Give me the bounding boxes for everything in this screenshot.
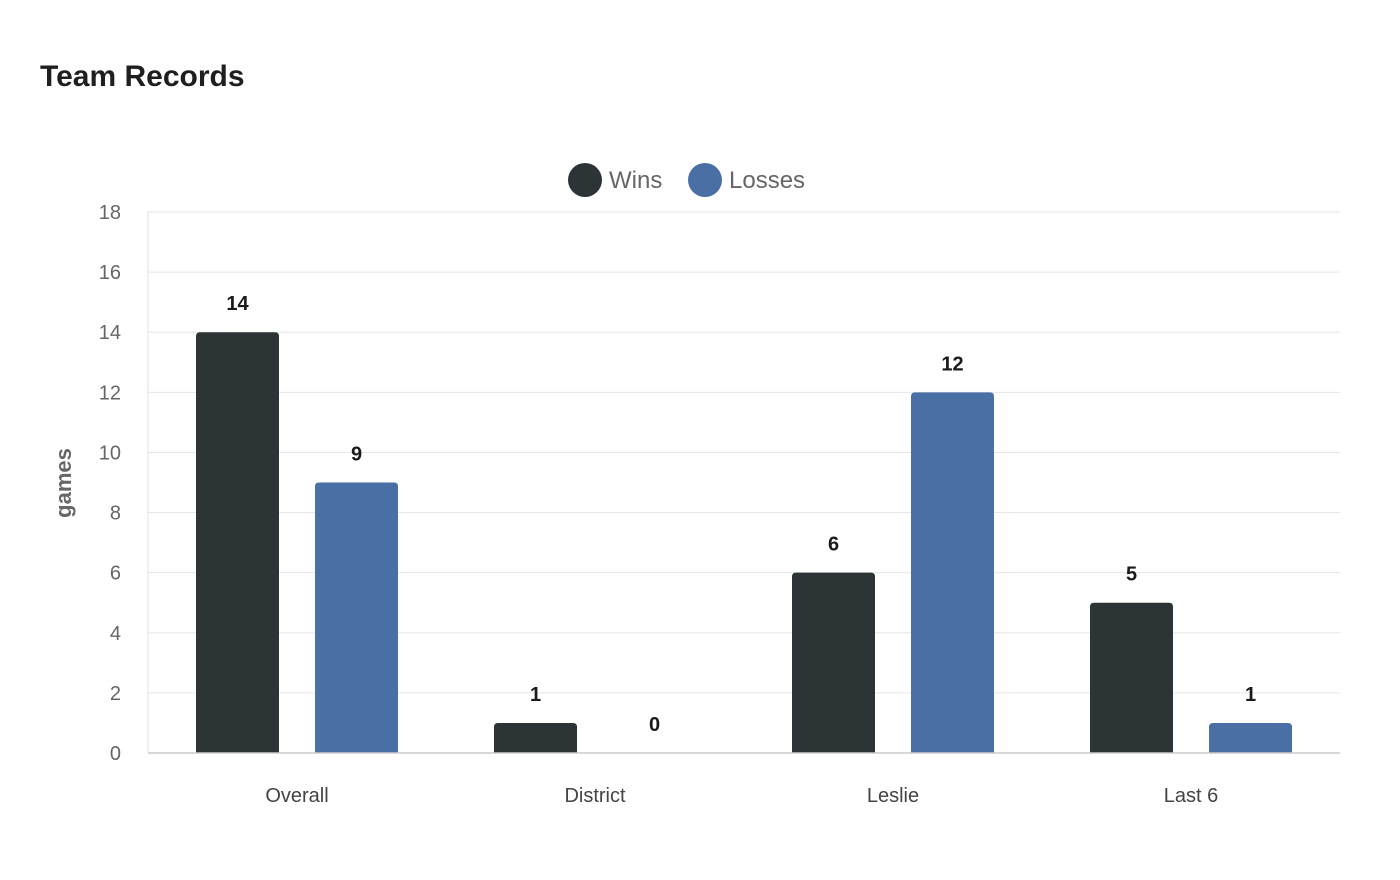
legend-label: Losses xyxy=(729,167,805,194)
axes xyxy=(147,212,1340,754)
bars xyxy=(196,332,1292,753)
data-label: 14 xyxy=(226,293,249,315)
y-tick-label: 18 xyxy=(99,202,121,224)
legend-item-wins[interactable]: Wins xyxy=(568,163,662,197)
y-tick-label: 0 xyxy=(110,743,121,765)
data-label: 12 xyxy=(941,353,963,375)
x-category-label: Last 6 xyxy=(1164,785,1218,807)
y-tick-label: 8 xyxy=(110,503,121,525)
data-label: 6 xyxy=(828,534,839,556)
data-label: 9 xyxy=(351,444,362,466)
bar-losses-overall xyxy=(315,482,398,753)
legend-label: Wins xyxy=(609,167,662,194)
data-label: 0 xyxy=(649,714,660,736)
y-tick-label: 4 xyxy=(110,623,121,645)
legend-swatch xyxy=(568,163,602,197)
bar-losses-last-6 xyxy=(1209,722,1292,753)
y-tick-label: 10 xyxy=(99,442,121,464)
bar-wins-district xyxy=(494,722,577,753)
legend-swatch xyxy=(688,163,722,197)
x-category-label: Leslie xyxy=(867,785,919,807)
x-axis-categories: Overall District Leslie Last 6 xyxy=(265,785,1218,807)
y-tick-label: 16 xyxy=(99,262,121,284)
data-label: 5 xyxy=(1126,564,1137,586)
legend-item-losses[interactable]: Losses xyxy=(688,163,805,197)
y-tick-label: 12 xyxy=(99,382,121,404)
x-category-label: Overall xyxy=(265,785,328,807)
data-labels: 14 9 1 0 6 12 5 1 xyxy=(226,293,1256,736)
y-tick-label: 2 xyxy=(110,683,121,705)
bar-losses-leslie xyxy=(911,392,994,753)
legend: Wins Losses xyxy=(568,163,805,197)
bar-wins-leslie xyxy=(792,572,875,753)
y-axis-title: games xyxy=(51,448,76,518)
y-tick-label: 14 xyxy=(99,322,121,344)
chart-title: Team Records xyxy=(40,60,245,93)
y-tick-label: 6 xyxy=(110,563,121,585)
x-category-label: District xyxy=(564,785,626,807)
data-label: 1 xyxy=(530,684,541,706)
data-label: 1 xyxy=(1245,684,1256,706)
bar-wins-overall xyxy=(196,332,279,753)
y-axis-ticks: 0 2 4 6 8 10 12 14 16 18 xyxy=(99,202,121,765)
bar-wins-last-6 xyxy=(1090,602,1173,753)
